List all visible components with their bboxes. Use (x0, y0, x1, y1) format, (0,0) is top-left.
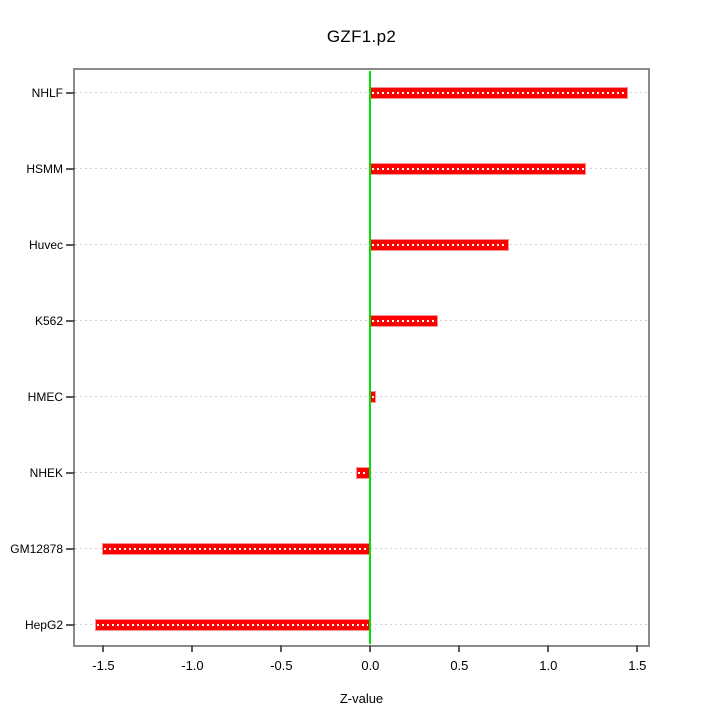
grid-line (75, 92, 648, 93)
grid-line (75, 396, 648, 397)
x-tick-label: -1.0 (181, 658, 204, 673)
x-tick (636, 645, 639, 652)
x-tick-label: -0.5 (270, 658, 293, 673)
y-tick (66, 472, 75, 474)
x-tick (369, 645, 372, 652)
y-tick (66, 92, 75, 94)
y-tick (66, 548, 75, 550)
grid-line (75, 320, 648, 321)
bar-pattern (372, 92, 627, 94)
bar-huvec (370, 239, 510, 251)
y-tick-label: HepG2 (24, 618, 63, 632)
x-tick-label: 0.5 (450, 658, 469, 673)
y-tick-label: GM12878 (10, 542, 63, 556)
bar-pattern (372, 244, 508, 246)
y-tick-label: HMEC (27, 390, 63, 404)
x-tick (458, 645, 461, 652)
y-tick (66, 320, 75, 322)
grid-line (75, 244, 648, 245)
x-tick (191, 645, 194, 652)
bar-pattern (358, 472, 369, 474)
y-tick (66, 396, 75, 398)
y-tick (66, 624, 75, 626)
chart-title: GZF1.p2 (326, 27, 397, 46)
grid-line (75, 168, 648, 169)
bar-nhek (356, 467, 371, 479)
y-tick-label: NHLF (31, 86, 63, 100)
bar-pattern (372, 168, 584, 170)
x-axis-label: Z-value (339, 691, 384, 706)
y-tick-label: Huvec (28, 238, 63, 252)
zero-line (369, 71, 372, 644)
bar-pattern (372, 320, 436, 322)
y-tick-label: NHEK (29, 466, 63, 480)
plot-area (73, 68, 650, 647)
x-tick (102, 645, 105, 652)
x-tick-label: 1.0 (539, 658, 558, 673)
y-tick (66, 244, 75, 246)
bar-gm12878 (101, 543, 371, 555)
x-tick-label: 0.0 (361, 658, 380, 673)
x-tick-label: 1.5 (628, 658, 647, 673)
bar-pattern (372, 396, 374, 398)
bar-hsmm (370, 163, 586, 175)
y-tick-label: K562 (34, 314, 63, 328)
y-tick-label: HSMM (26, 162, 63, 176)
bar-nhlf (370, 87, 629, 99)
x-tick (547, 645, 550, 652)
bar-k562 (370, 315, 438, 327)
bar-pattern (96, 624, 369, 626)
bar-hepg2 (94, 619, 371, 631)
plot-border-box (73, 68, 650, 647)
bar-pattern (103, 548, 369, 550)
x-tick (280, 645, 283, 652)
x-tick-label: -1.5 (92, 658, 115, 673)
y-tick (66, 168, 75, 170)
